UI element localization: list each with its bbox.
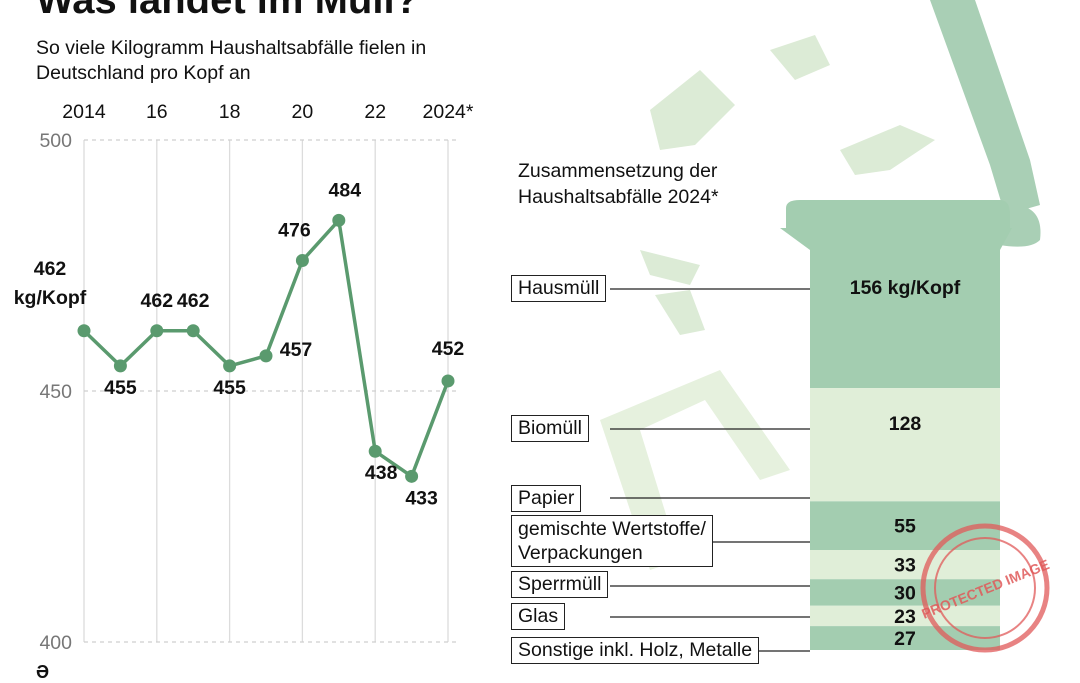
composition-title: Zusammensetzung der Haushaltsabfälle 202… [518, 160, 719, 208]
composition-segment [810, 501, 1000, 550]
data-point [77, 324, 91, 338]
data-point [295, 253, 309, 267]
value-label: 156 kg/Kopf [850, 277, 961, 299]
value-label: 128 [889, 413, 922, 435]
banana-peel-shape [640, 250, 705, 335]
composition-segment [810, 579, 1000, 606]
category-label: Sperrmüll [511, 571, 609, 598]
lid-handle-shape [930, 0, 1040, 215]
chart-subtitle: So viele Kilogramm Haushaltsabfälle fiel… [36, 37, 427, 84]
composition-segment [810, 250, 1000, 389]
data-label: 476 [278, 219, 311, 241]
x-tick-label: 16 [146, 101, 168, 123]
lid-hinge-shape [1000, 204, 1041, 247]
x-tick-label: 2014 [62, 101, 106, 123]
data-point [368, 444, 382, 458]
x-tick-label: 20 [292, 101, 314, 123]
data-label: 457 [280, 339, 313, 361]
value-label: 33 [894, 555, 916, 577]
y-tick-label: 500 [39, 130, 72, 152]
category-label: Biomüll [511, 415, 589, 442]
category-label: Glas [511, 603, 566, 630]
data-point [332, 213, 346, 227]
category-label: gemischte Wertstoffe/Verpackungen [511, 515, 713, 567]
category-label: Sonstige inkl. Holz, Metalle [511, 637, 760, 664]
bottle-shape [650, 70, 735, 150]
category-label: Hausmüll [511, 275, 607, 302]
x-tick-label: 2024* [423, 101, 474, 123]
data-label: 452 [432, 338, 465, 360]
stamp-outer-ring [920, 523, 1050, 653]
category-label: Papier [511, 485, 582, 512]
data-point [441, 374, 455, 388]
composition-segment [810, 550, 1000, 580]
data-label: 438 [365, 462, 398, 484]
data-label: 462 kg/Kopf [14, 258, 87, 309]
composition-segment [810, 605, 1000, 627]
data-point [113, 359, 127, 373]
y-tick-label: 400 [39, 632, 72, 654]
x-tick-label: 22 [364, 101, 386, 123]
can-shape [840, 125, 935, 175]
bin-rim [780, 228, 1012, 250]
y-tick-label: 450 [39, 381, 72, 403]
data-point [150, 324, 164, 338]
data-label: 433 [405, 487, 438, 509]
stamp-inner-ring [934, 537, 1036, 639]
source-logo-icon: Ə [36, 662, 50, 682]
data-point [259, 349, 273, 363]
data-label: 462 [177, 290, 210, 312]
data-label: 455 [213, 377, 246, 399]
bin-lid [786, 200, 1010, 230]
page-title: Was landet im Müll? [36, 0, 419, 22]
data-label: 462 [141, 290, 174, 312]
value-label: 55 [894, 516, 916, 538]
composition-segment [810, 388, 1000, 502]
data-point [223, 359, 237, 373]
data-label: 455 [104, 377, 137, 399]
data-point [186, 324, 200, 338]
value-label: 23 [894, 606, 916, 628]
data-label: 484 [329, 179, 362, 201]
value-label: 30 [894, 582, 916, 604]
data-point [405, 469, 419, 483]
composition-segment [810, 626, 1000, 650]
value-label: 27 [894, 628, 916, 650]
x-tick-label: 18 [219, 101, 241, 123]
trash-piece-shape [770, 35, 830, 80]
line-chart: 2014 16 18 20 22 2024* 500 450 400 462 kg/Kopf 455 4… [14, 101, 474, 654]
